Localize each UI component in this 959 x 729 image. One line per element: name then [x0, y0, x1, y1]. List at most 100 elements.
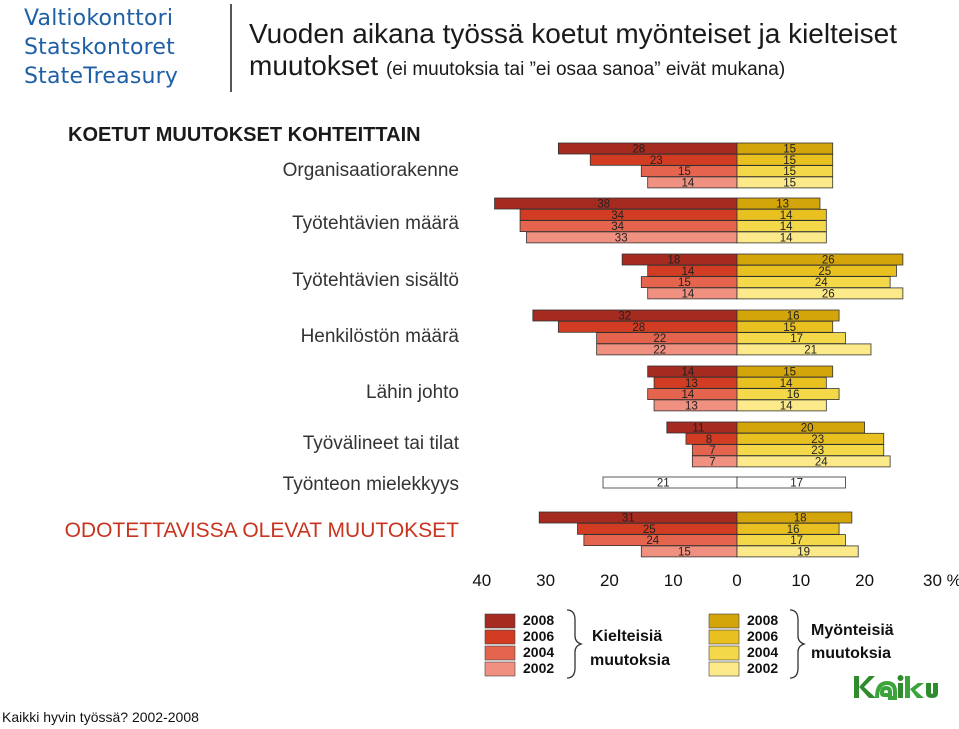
- legend-swatch-negative: [484, 661, 516, 677]
- category-label: Organisaatiorakenne: [282, 160, 459, 181]
- legend-brace-positive: [789, 609, 807, 679]
- positive-bar: [736, 545, 859, 558]
- positive-bar-label: 16: [787, 311, 800, 323]
- positive-bar-label: 17: [790, 478, 803, 490]
- positive-bar-label: 15: [783, 322, 796, 334]
- positive-bar-label: 15: [783, 166, 796, 178]
- negative-bar-label: 34: [611, 221, 624, 233]
- positive-bar: [736, 399, 827, 412]
- legend-year-positive: 2004: [747, 644, 779, 660]
- negative-bar: [519, 220, 738, 233]
- header-divider: [230, 4, 232, 92]
- positive-bar-label: 17: [790, 535, 803, 547]
- logo-line-1: Valtiokonttori: [24, 6, 174, 31]
- negative-bar: [589, 153, 738, 166]
- positive-bar-label: 24: [815, 456, 828, 468]
- positive-bar-label: 16: [787, 524, 800, 536]
- x-tick-label: 0: [732, 571, 741, 590]
- negative-bar: [494, 197, 738, 210]
- legend-swatch-positive: [708, 629, 740, 645]
- footer-source: Kaikki hyvin työssä? 2002-2008: [2, 709, 199, 725]
- positive-bar-label: 26: [822, 288, 835, 300]
- category-label: Työnteon mielekkyys: [282, 474, 459, 495]
- legend-brace-negative: [566, 609, 584, 679]
- positive-bar-label: 14: [780, 400, 793, 412]
- positive-bar-label: 15: [783, 144, 796, 156]
- positive-bar-label: 14: [780, 378, 793, 390]
- category-label: Työtehtävien sisältö: [292, 270, 459, 291]
- negative-bar-label: 15: [678, 546, 691, 558]
- legend-swatch-negative: [484, 629, 516, 645]
- legend-label-positive: Myönteisiä: [811, 622, 894, 639]
- negative-bar-label: 22: [653, 344, 666, 356]
- negative-bar: [538, 511, 738, 524]
- positive-bar: [736, 276, 891, 289]
- positive-bar-label: 25: [818, 266, 831, 278]
- x-tick-label: 10: [791, 571, 810, 590]
- positive-bar-label: 20: [801, 423, 814, 435]
- positive-bar-label: 15: [783, 177, 796, 189]
- negative-bar-label: 15: [678, 166, 691, 178]
- positive-bar-label: 14: [780, 210, 793, 222]
- negative-bar-label: 28: [632, 144, 645, 156]
- negative-bar-label: 13: [685, 378, 698, 390]
- legend-year-negative: 2006: [523, 628, 555, 644]
- negative-bar: [577, 522, 738, 535]
- title-line-2-main: muutokset: [249, 50, 379, 81]
- positive-bar: [736, 287, 904, 300]
- negative-bar: [596, 343, 738, 356]
- x-tick-label: 30: [536, 571, 555, 590]
- negative-bar: [602, 476, 738, 489]
- legend-year-positive: 2006: [747, 628, 779, 644]
- negative-bar: [532, 309, 738, 322]
- negative-bar-label: 38: [597, 199, 610, 211]
- legend-swatch-negative: [484, 613, 516, 629]
- negative-bar: [526, 231, 738, 244]
- legend-label-positive: muutoksia: [811, 645, 892, 662]
- legend-year-negative: 2008: [523, 612, 555, 628]
- negative-bar-label: 31: [622, 513, 635, 525]
- negative-bar-label: 14: [681, 367, 694, 379]
- negative-bar-label: 7: [709, 456, 715, 468]
- positive-bar-label: 13: [776, 199, 789, 211]
- section-expected-heading: ODOTETTAVISSA OLEVAT MUUTOKSET: [64, 519, 459, 542]
- negative-bar-label: 32: [618, 311, 631, 323]
- logo-line-2: Statskontoret: [24, 35, 175, 60]
- negative-bar: [557, 142, 738, 155]
- x-tick-label: 10: [664, 571, 683, 590]
- section-experienced-heading: KOETUT MUUTOKSET KOHTEITTAIN: [68, 124, 421, 146]
- negative-bar-label: 33: [615, 232, 628, 244]
- title-line-2: muutokset (ei muutoksia tai ”ei osaa san…: [249, 50, 959, 86]
- negative-bar-label: 34: [611, 210, 624, 222]
- legend-year-positive: 2002: [747, 660, 779, 676]
- positive-bar-label: 24: [815, 277, 828, 289]
- kaiku-logo-mark: [854, 675, 938, 700]
- positive-bar-label: 15: [783, 367, 796, 379]
- negative-bar-label: 25: [643, 524, 656, 536]
- legend-year-negative: 2002: [523, 660, 555, 676]
- category-label: Työvälineet tai tilat: [302, 433, 459, 454]
- legend-swatch-negative: [484, 645, 516, 661]
- negative-bar: [583, 534, 738, 546]
- title-note: (ei muutoksia tai ”ei osaa sanoa” eivät …: [385, 59, 786, 80]
- legend-swatch-positive: [708, 645, 740, 661]
- negative-bar-label: 13: [685, 400, 698, 412]
- x-tick-label: 30 %: [923, 571, 959, 590]
- legend-swatch-positive: [708, 661, 740, 677]
- positive-bar-label: 23: [811, 445, 824, 457]
- negative-bar-label: 15: [678, 277, 691, 289]
- negative-bar-label: 14: [681, 266, 694, 278]
- negative-bar-label: 11: [692, 423, 704, 435]
- positive-bar: [736, 476, 846, 489]
- chart-title: Vuoden aikana työssä koetut myönteiset j…: [249, 18, 959, 86]
- negative-bar: [519, 208, 738, 221]
- positive-bar-label: 23: [811, 434, 824, 446]
- negative-bar-label: 23: [650, 155, 663, 167]
- negative-bar: [596, 332, 738, 345]
- negative-bar-label: 14: [681, 288, 694, 300]
- logo-line-3: StateTreasury: [24, 64, 179, 89]
- category-label: Työtehtävien määrä: [292, 213, 459, 234]
- positive-bar: [736, 253, 904, 266]
- negative-bar-label: 22: [653, 333, 666, 345]
